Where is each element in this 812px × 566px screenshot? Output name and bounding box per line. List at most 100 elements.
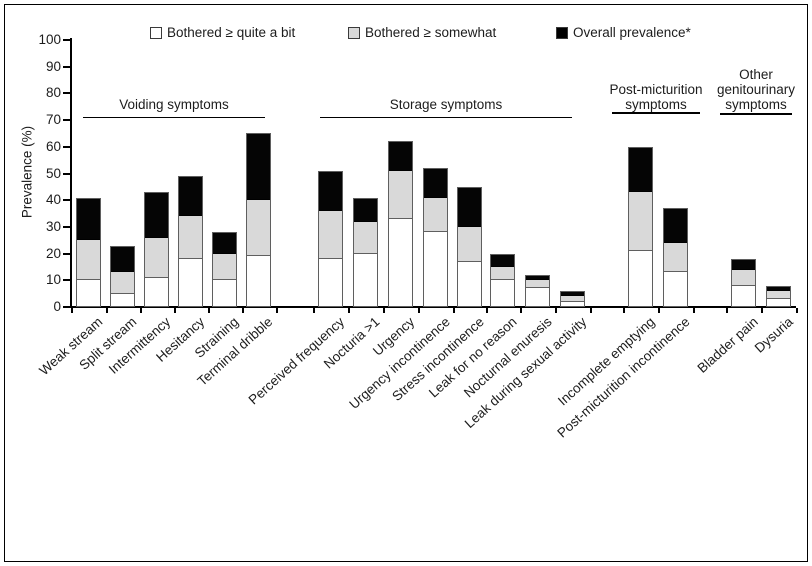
x-tick	[520, 308, 522, 313]
bar-bladder-pain	[731, 258, 756, 307]
segment-bothered-quite-a-bit	[145, 277, 168, 306]
group-header-post-micturition-symptoms: Post-micturition symptoms	[609, 82, 703, 112]
group-underline	[612, 112, 700, 114]
x-tick	[761, 308, 763, 313]
y-tick-label: 50	[45, 165, 61, 181]
x-tick	[348, 308, 350, 313]
x-tick	[383, 308, 385, 313]
segment-bothered-somewhat	[389, 170, 412, 219]
y-tick	[63, 225, 70, 228]
legend-label: Bothered ≥ somewhat	[365, 25, 497, 40]
legend-entry-overall-prevalence: Overall prevalence*	[556, 25, 691, 40]
segment-overall-prevalence	[111, 246, 134, 273]
bar-urgency	[388, 141, 413, 307]
group-underline	[720, 113, 792, 115]
y-tick-label: 90	[45, 58, 61, 74]
segment-bothered-quite-a-bit	[458, 261, 481, 306]
legend-entry-bothered-somewhat: Bothered ≥ somewhat	[348, 25, 496, 40]
y-tick	[63, 92, 70, 95]
group-header-voiding-symptoms: Voiding symptoms	[119, 97, 229, 112]
bar-perceived-frequency	[318, 170, 343, 307]
y-tick-label: 80	[45, 85, 61, 101]
segment-bothered-somewhat	[247, 200, 270, 257]
segment-bothered-quite-a-bit	[179, 258, 202, 306]
segment-bothered-somewhat	[111, 272, 134, 294]
segment-overall-prevalence	[561, 291, 584, 297]
bar-leak-for-no-reason	[490, 253, 515, 307]
segment-overall-prevalence	[491, 254, 514, 267]
segment-overall-prevalence	[145, 193, 168, 238]
segment-overall-prevalence	[424, 169, 447, 198]
y-tick-label: 100	[38, 32, 61, 47]
segment-bothered-quite-a-bit	[319, 258, 342, 306]
segment-bothered-somewhat	[629, 192, 652, 251]
segment-bothered-quite-a-bit	[732, 285, 755, 306]
y-tick-label: 60	[45, 138, 61, 154]
x-tick	[452, 308, 455, 313]
x-tick	[241, 308, 244, 313]
bar-intermittency	[144, 192, 169, 307]
segment-bothered-quite-a-bit	[213, 280, 236, 306]
bar-straining	[212, 232, 237, 307]
group-underline	[320, 116, 572, 118]
bar-urgency-incontinence	[423, 168, 448, 307]
y-tick	[63, 172, 70, 175]
bar-nocturnal-enuresis	[525, 274, 550, 307]
black-square-icon	[556, 26, 568, 39]
y-tick	[63, 65, 70, 68]
legend-label: Overall prevalence*	[573, 25, 691, 40]
group-header-storage-symptoms: Storage symptoms	[389, 97, 503, 112]
segment-overall-prevalence	[458, 187, 481, 227]
gray-square-icon	[348, 26, 360, 39]
segment-bothered-somewhat	[354, 221, 377, 254]
x-tick	[313, 308, 315, 313]
bar-terminal-dribble	[246, 133, 271, 307]
segment-bothered-quite-a-bit	[111, 293, 134, 306]
segment-overall-prevalence	[213, 233, 236, 254]
bar-incomplete-emptying	[628, 146, 653, 307]
x-label-bladder-pain: Bladder pain	[694, 314, 761, 376]
x-tick	[139, 308, 142, 313]
x-tick	[658, 308, 660, 313]
y-tick	[63, 306, 70, 308]
segment-bothered-quite-a-bit	[629, 250, 652, 306]
x-tick	[726, 308, 728, 313]
segment-bothered-quite-a-bit	[561, 301, 584, 306]
y-tick-label: 0	[53, 299, 61, 314]
bar-weak-stream	[76, 197, 101, 307]
group-underline	[83, 116, 265, 118]
y-tick	[63, 39, 70, 41]
legend-entry-bothered-quite-a-bit: Bothered ≥ quite a bit	[150, 25, 295, 40]
y-tick-label: 30	[45, 218, 61, 234]
x-tick	[555, 308, 557, 313]
y-tick	[63, 145, 70, 148]
x-label-dysuria: Dysuria	[751, 314, 796, 356]
x-tick	[486, 308, 488, 313]
segment-bothered-quite-a-bit	[424, 232, 447, 306]
segment-bothered-somewhat	[491, 266, 514, 281]
segment-bothered-quite-a-bit	[389, 218, 412, 306]
segment-bothered-somewhat	[458, 226, 481, 262]
segment-bothered-somewhat	[664, 242, 687, 273]
y-tick	[63, 119, 70, 122]
y-tick	[63, 279, 70, 282]
segment-bothered-quite-a-bit	[767, 298, 790, 306]
segment-overall-prevalence	[767, 286, 790, 291]
x-tick	[418, 308, 420, 313]
segment-bothered-somewhat	[179, 216, 202, 259]
segment-overall-prevalence	[526, 275, 549, 281]
x-tick	[207, 308, 210, 313]
group-header-other-genitourinary-symptoms: Other genitourinary symptoms	[716, 67, 796, 112]
bar-post-micturition-incontinence	[663, 208, 688, 307]
segment-bothered-quite-a-bit	[526, 288, 549, 306]
segment-bothered-somewhat	[319, 210, 342, 259]
x-tick	[173, 308, 176, 313]
bar-leak-during-sexual-activity	[560, 290, 585, 307]
segment-overall-prevalence	[732, 259, 755, 270]
segment-bothered-quite-a-bit	[77, 280, 100, 306]
white-square-icon	[150, 26, 162, 39]
x-tick	[71, 308, 73, 313]
segment-overall-prevalence	[629, 147, 652, 193]
segment-bothered-quite-a-bit	[354, 253, 377, 306]
